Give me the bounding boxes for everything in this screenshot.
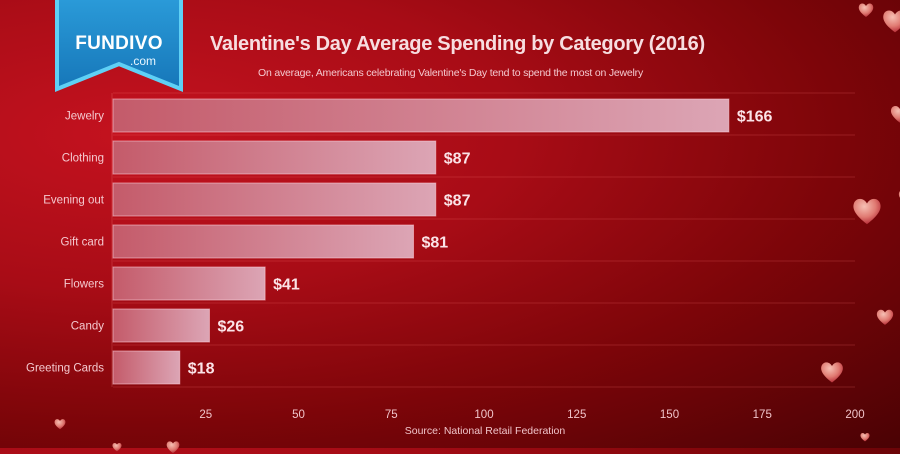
bar-greeting-cards	[112, 350, 181, 385]
heart-icon	[890, 105, 900, 123]
category-label: Greeting Cards	[26, 363, 104, 375]
category-label: Candy	[71, 321, 104, 333]
value-label: $87	[444, 151, 471, 168]
category-label: Jewelry	[65, 111, 104, 123]
heart-icon	[853, 198, 881, 225]
x-tick-label: 25	[199, 409, 212, 421]
value-label: $81	[422, 235, 449, 252]
bar-gift-card	[112, 224, 415, 259]
x-tick-label: 200	[845, 409, 864, 421]
heart-icon	[876, 309, 894, 325]
category-label: Clothing	[62, 153, 104, 165]
logo-text: FUNDIVO	[75, 33, 163, 54]
category-label: Flowers	[64, 279, 105, 291]
category-labels: Jewelry Clothing Evening out Gift card Flowe…	[26, 111, 105, 375]
heart-icon	[883, 10, 900, 33]
heart-icon	[112, 442, 122, 452]
gridlines	[111, 92, 855, 388]
x-tick-label: 150	[660, 409, 679, 421]
chart-source: Source: National Retail Federation	[404, 425, 566, 437]
bar-evening-out	[112, 182, 437, 217]
logo-domain: .com	[130, 54, 157, 68]
bar-jewelry	[112, 98, 730, 133]
category-label: Gift card	[61, 237, 104, 249]
x-tick-label: 50	[292, 409, 305, 421]
bar-flowers	[112, 266, 266, 301]
x-tick-label: 100	[474, 409, 493, 421]
x-tick-label: 125	[567, 409, 586, 421]
value-label: $87	[444, 193, 471, 210]
heart-icon	[821, 362, 843, 383]
bar-candy	[112, 308, 210, 343]
value-label: $18	[188, 361, 215, 378]
chart-subtitle: On average, Americans celebrating Valent…	[258, 67, 644, 79]
value-label: $26	[217, 319, 244, 336]
heart-icon	[54, 419, 66, 430]
value-label: $41	[273, 277, 300, 294]
category-label: Evening out	[43, 195, 105, 207]
value-labels: $166 $87 $87 $81 $41 $26 $18	[188, 109, 773, 378]
value-label: $166	[737, 109, 773, 126]
x-tick-label: 175	[753, 409, 772, 421]
heart-icon	[166, 441, 180, 454]
chart-title: Valentine's Day Average Spending by Cate…	[210, 33, 705, 55]
x-tick-label: 75	[385, 409, 398, 421]
bar-clothing	[112, 140, 437, 175]
heart-icon	[860, 432, 870, 442]
x-axis-ticks: 25 50 75 100 125 150 175 200	[199, 409, 864, 421]
heart-icon	[858, 3, 874, 17]
bars	[112, 98, 730, 385]
